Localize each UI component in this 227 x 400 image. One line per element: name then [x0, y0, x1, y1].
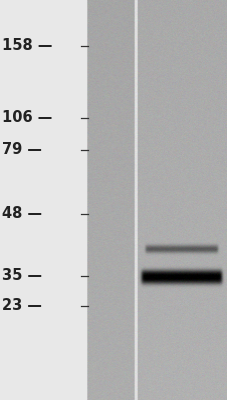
- Text: 48 —: 48 —: [2, 206, 42, 222]
- Text: 79 —: 79 —: [2, 142, 42, 158]
- Text: 158 —: 158 —: [2, 38, 52, 54]
- Text: 106 —: 106 —: [2, 110, 52, 126]
- Text: 35 —: 35 —: [2, 268, 42, 284]
- Text: 23 —: 23 —: [2, 298, 42, 314]
